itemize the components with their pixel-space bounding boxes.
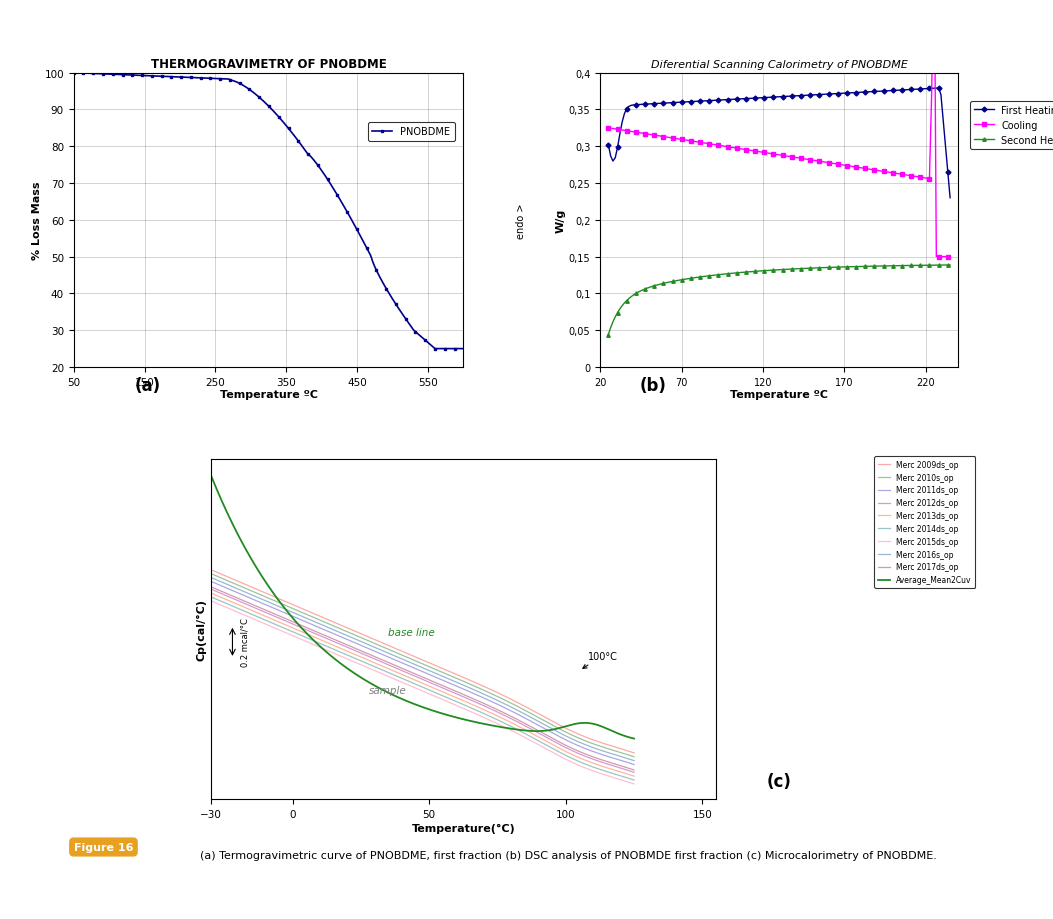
- Second Heating: [714, 269, 727, 280]
- Text: base line: base line: [389, 627, 435, 637]
- Merc 2015ds_op: [205, 596, 218, 607]
- Line: Merc 2014ds_op: Merc 2014ds_op: [211, 597, 634, 780]
- Merc 2017ds_op: [463, 692, 476, 703]
- Merc 2013ds_op: [456, 695, 469, 706]
- Merc 2009ds_op: [455, 671, 468, 682]
- First Heating: [781, 92, 794, 103]
- Cooling: [943, 252, 956, 263]
- Merc 2016s_op: [628, 755, 640, 766]
- Merc 2013ds_op: [204, 587, 217, 598]
- Legend: PNOBDME: PNOBDME: [367, 122, 455, 142]
- X-axis label: Temperature(°C): Temperature(°C): [412, 823, 515, 834]
- Merc 2014ds_op: [463, 702, 476, 713]
- Y-axis label: % Loss Mass: % Loss Mass: [32, 181, 41, 260]
- Second Heating: [838, 262, 851, 273]
- First Heating: [737, 94, 750, 105]
- Line: Merc 2011ds_op: Merc 2011ds_op: [211, 582, 634, 765]
- Merc 2016s_op: [463, 683, 476, 694]
- Cooling: [838, 161, 851, 172]
- PNOBDME: [351, 224, 363, 235]
- Merc 2014ds_op: [456, 699, 469, 710]
- Merc 2016s_op: [204, 573, 217, 584]
- Second Heating: [943, 260, 956, 271]
- First Heating: [795, 91, 808, 102]
- Legend: First Heating, Cooling, Second Heating: First Heating, Cooling, Second Heating: [970, 102, 1053, 150]
- Cooling: [795, 153, 808, 165]
- Cooling: [885, 168, 897, 179]
- Merc 2012ds_op: [628, 767, 640, 778]
- PNOBDME: [429, 344, 441, 355]
- Text: (b): (b): [639, 377, 667, 394]
- Merc 2012ds_op: [561, 743, 574, 754]
- Merc 2014ds_op: [561, 751, 574, 762]
- Merc 2010s_op: [204, 568, 217, 579]
- Y-axis label: Cp(cal/°C): Cp(cal/°C): [196, 598, 206, 661]
- Text: endo >: endo >: [516, 203, 526, 238]
- Merc 2017ds_op: [628, 765, 640, 776]
- Merc 2013ds_op: [455, 695, 468, 706]
- Cooling: [930, 252, 942, 263]
- Line: Merc 2017ds_op: Merc 2017ds_op: [211, 587, 634, 770]
- X-axis label: Temperature ºC: Temperature ºC: [219, 390, 318, 400]
- Merc 2010s_op: [455, 675, 468, 686]
- Merc 2014ds_op: [205, 592, 218, 603]
- Line: Merc 2012ds_op: Merc 2012ds_op: [211, 589, 634, 773]
- Second Heating: [781, 265, 794, 276]
- Cooling: [737, 144, 750, 155]
- Merc 2011ds_op: [561, 735, 574, 746]
- Merc 2013ds_op: [463, 698, 476, 709]
- First Heating: [838, 88, 851, 99]
- Merc 2016s_op: [205, 573, 218, 584]
- Merc 2013ds_op: [205, 588, 218, 599]
- Average_Mean2Cuv: [463, 716, 476, 727]
- First Heating: [932, 84, 945, 95]
- First Heating: [885, 86, 897, 97]
- Merc 2017ds_op: [561, 741, 574, 752]
- Text: (a) Termogravimetric curve of PNOBDME, first fraction (b) DSC analysis of PNOBMD: (a) Termogravimetric curve of PNOBDME, f…: [200, 850, 937, 860]
- Y-axis label: W/g: W/g: [556, 209, 565, 233]
- Merc 2015ds_op: [455, 702, 468, 713]
- Merc 2009ds_op: [205, 565, 218, 576]
- Merc 2016s_op: [561, 732, 574, 743]
- Merc 2010s_op: [456, 675, 469, 686]
- Merc 2013ds_op: [628, 771, 640, 782]
- Merc 2012ds_op: [589, 754, 601, 766]
- Merc 2017ds_op: [455, 688, 468, 699]
- Title: THERMOGRAVIMETRY OF PNOBDME: THERMOGRAVIMETRY OF PNOBDME: [151, 58, 386, 71]
- PNOBDME: [222, 74, 235, 85]
- PNOBDME: [67, 68, 80, 79]
- Line: First Heating: First Heating: [607, 87, 952, 200]
- Merc 2011ds_op: [205, 576, 218, 587]
- Merc 2014ds_op: [455, 698, 468, 709]
- Line: Merc 2015ds_op: Merc 2015ds_op: [211, 601, 634, 784]
- First Heating: [943, 193, 956, 204]
- Second Heating: [885, 261, 897, 272]
- Text: 0.2 mcal/°C: 0.2 mcal/°C: [241, 618, 250, 666]
- Line: PNOBDME: PNOBDME: [73, 72, 464, 351]
- Merc 2011ds_op: [589, 746, 601, 757]
- Second Heating: [737, 267, 750, 278]
- Merc 2011ds_op: [455, 683, 468, 694]
- Merc 2017ds_op: [589, 752, 601, 763]
- Line: Merc 2009ds_op: Merc 2009ds_op: [211, 570, 634, 753]
- Merc 2014ds_op: [204, 592, 217, 603]
- Merc 2009ds_op: [463, 675, 476, 686]
- Merc 2015ds_op: [456, 703, 469, 714]
- Merc 2009ds_op: [589, 735, 601, 746]
- Merc 2009ds_op: [561, 724, 574, 735]
- Merc 2016s_op: [456, 679, 469, 690]
- Merc 2017ds_op: [205, 582, 218, 593]
- Merc 2015ds_op: [463, 706, 476, 717]
- Second Heating: [795, 264, 808, 275]
- Merc 2009ds_op: [456, 672, 469, 683]
- Merc 2017ds_op: [456, 689, 469, 700]
- Average_Mean2Cuv: [204, 470, 217, 481]
- Line: Merc 2010s_op: Merc 2010s_op: [211, 573, 634, 757]
- Merc 2009ds_op: [204, 564, 217, 575]
- Merc 2010s_op: [589, 739, 601, 750]
- Merc 2011ds_op: [463, 686, 476, 698]
- PNOBDME: [195, 74, 207, 85]
- Text: (a): (a): [135, 377, 160, 394]
- PNOBDME: [349, 221, 361, 233]
